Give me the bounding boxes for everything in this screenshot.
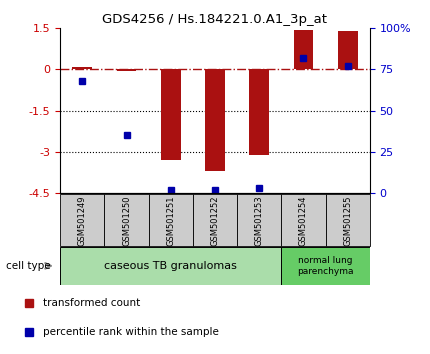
Text: GSM501255: GSM501255 [343, 196, 352, 246]
Bar [205, 69, 225, 171]
Text: percentile rank within the sample: percentile rank within the sample [43, 327, 219, 337]
Bar [294, 30, 313, 69]
Text: caseous TB granulomas: caseous TB granulomas [104, 261, 237, 271]
Text: cell type: cell type [6, 261, 51, 271]
Bar [193, 194, 237, 246]
Bar [281, 194, 326, 246]
Text: GSM501250: GSM501250 [122, 196, 131, 246]
Text: GSM501254: GSM501254 [299, 196, 308, 246]
Bar [281, 247, 370, 285]
Text: GSM501253: GSM501253 [255, 196, 264, 246]
Text: transformed count: transformed count [43, 298, 140, 308]
Bar [104, 194, 149, 246]
Text: GSM501252: GSM501252 [211, 196, 219, 246]
Bar [60, 247, 281, 285]
Bar [60, 194, 104, 246]
Title: GDS4256 / Hs.184221.0.A1_3p_at: GDS4256 / Hs.184221.0.A1_3p_at [102, 13, 328, 26]
Bar [326, 194, 370, 246]
Text: GSM501251: GSM501251 [166, 196, 175, 246]
Bar [237, 194, 281, 246]
Text: normal lung
parenchyma: normal lung parenchyma [297, 256, 354, 275]
Bar [249, 69, 269, 154]
Bar [161, 69, 181, 160]
Bar [117, 69, 136, 71]
Bar [149, 194, 193, 246]
Bar [72, 67, 92, 69]
Bar [338, 31, 358, 69]
Text: GSM501249: GSM501249 [78, 196, 87, 246]
